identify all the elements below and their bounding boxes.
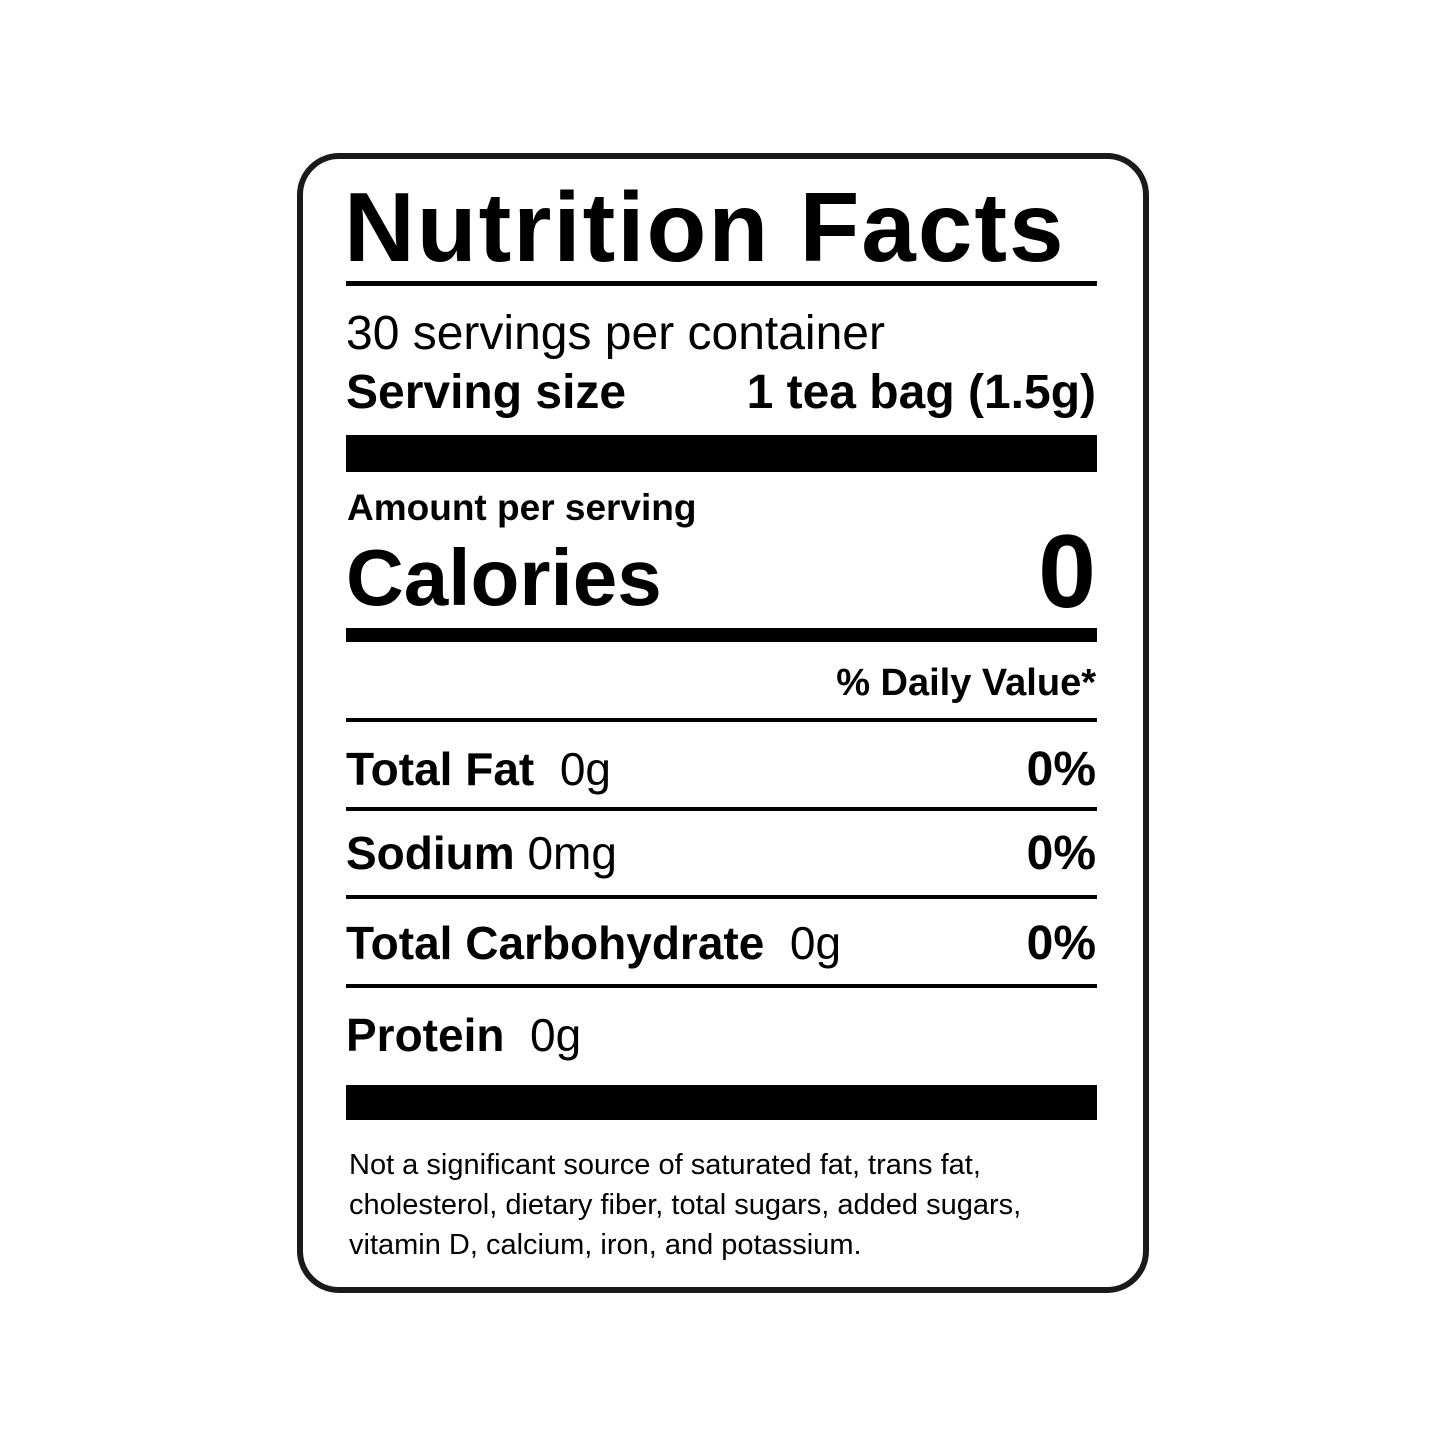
- amount-per-serving: Amount per serving: [347, 487, 697, 528]
- divider: [346, 718, 1097, 722]
- nutrient-dv: 0%: [1026, 827, 1096, 880]
- footnote-line: vitamin D, calcium, iron, and potassium.: [349, 1229, 862, 1261]
- calories-value: 0: [1038, 514, 1096, 630]
- nutrient-amount: 0g: [789, 917, 842, 969]
- daily-value-header: % Daily Value*: [836, 662, 1096, 704]
- nutrient-dv: 0%: [1026, 743, 1096, 796]
- nutrient-amount: 0g: [530, 1009, 582, 1061]
- divider: [346, 281, 1097, 286]
- nutrient-dv: 0%: [1026, 917, 1096, 970]
- serving-size-label: Serving size: [346, 366, 627, 419]
- footnote-line: Not a significant source of saturated fa…: [349, 1149, 981, 1181]
- servings-per-container: 30 servings per container: [346, 307, 885, 360]
- divider: [346, 984, 1097, 988]
- nutrient-amount: 0mg: [527, 827, 617, 879]
- nutrient-amount: 0g: [559, 743, 611, 795]
- medium-divider: [346, 628, 1097, 642]
- label-title: Nutrition Facts: [344, 172, 1066, 282]
- calories-label: Calories: [346, 533, 662, 622]
- nutrient-name: Protein: [346, 1009, 505, 1061]
- thick-divider: [346, 435, 1097, 472]
- label-border: [297, 153, 1149, 1293]
- serving-size-value: 1 tea bag (1.5g): [746, 366, 1096, 419]
- divider: [346, 807, 1097, 811]
- thick-divider: [346, 1085, 1097, 1120]
- footnote: Not a significant source of saturated fa…: [349, 1145, 1021, 1265]
- nutrient-name: Total Carbohydrate: [346, 917, 765, 969]
- footnote-line: cholesterol, dietary fiber, total sugars…: [349, 1189, 1022, 1221]
- divider: [346, 895, 1097, 899]
- nutrient-name: Total Fat: [346, 743, 535, 795]
- nutrient-name: Sodium: [346, 827, 515, 879]
